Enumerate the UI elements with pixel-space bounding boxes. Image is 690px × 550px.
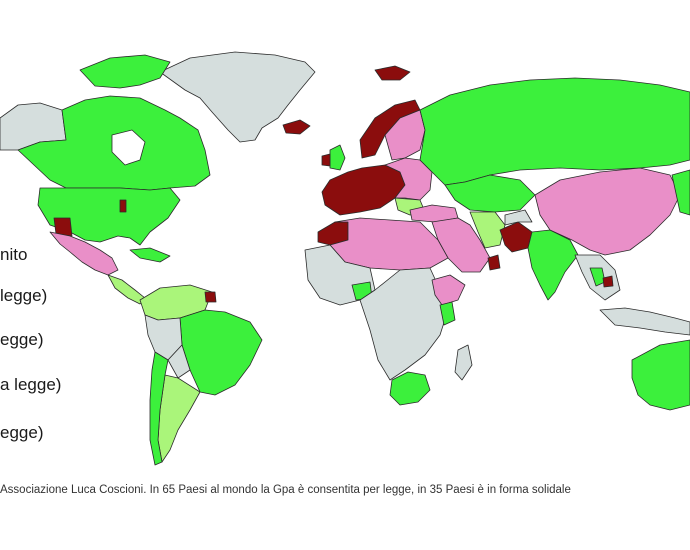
legend-item-unregulated: egge) xyxy=(0,423,44,442)
region-iran xyxy=(469,211,506,249)
region-cambodia xyxy=(602,275,614,288)
region-mexico xyxy=(49,231,119,276)
region-central-asia xyxy=(444,174,536,213)
region-north-africa xyxy=(329,217,449,271)
legend-item-not-defined: nito xyxy=(0,245,28,264)
legend-item-allowed: legge) xyxy=(0,286,48,305)
region-oman xyxy=(487,254,501,271)
region-afghanistan xyxy=(504,209,533,226)
region-uk xyxy=(329,144,346,171)
region-iceland xyxy=(282,119,311,135)
region-ethiopia xyxy=(431,274,466,306)
region-ireland xyxy=(321,153,331,167)
region-russia xyxy=(419,77,690,186)
region-argentina xyxy=(157,374,201,463)
region-australia xyxy=(631,339,690,411)
region-guianas xyxy=(204,291,217,303)
region-sweden-finland xyxy=(384,109,426,161)
region-japan xyxy=(671,169,690,216)
region-western-europe xyxy=(321,164,406,216)
region-south-africa xyxy=(389,371,431,406)
region-chile xyxy=(149,351,169,466)
region-india xyxy=(527,229,579,301)
region-hudson-bay xyxy=(111,129,146,166)
region-bolivia xyxy=(167,344,191,379)
legend-item-forbidden: a legge) xyxy=(0,375,62,394)
region-kenya xyxy=(439,301,456,326)
region-svalbard xyxy=(374,65,411,81)
region-madagascar xyxy=(454,344,473,381)
region-usa-state-mi xyxy=(119,199,127,213)
legend-item-solidarity: egge) xyxy=(0,330,44,349)
region-indonesia xyxy=(599,307,690,336)
region-central-africa xyxy=(359,267,449,381)
region-caribbean xyxy=(129,247,171,263)
region-brazil xyxy=(179,309,263,396)
region-china xyxy=(534,167,681,256)
region-usa-state-az xyxy=(53,217,73,237)
region-central-america xyxy=(107,274,146,305)
region-greenland xyxy=(159,51,316,143)
map-caption: Associazione Luca Coscioni. In 65 Paesi … xyxy=(0,484,571,496)
region-arctic-islands xyxy=(79,54,171,89)
